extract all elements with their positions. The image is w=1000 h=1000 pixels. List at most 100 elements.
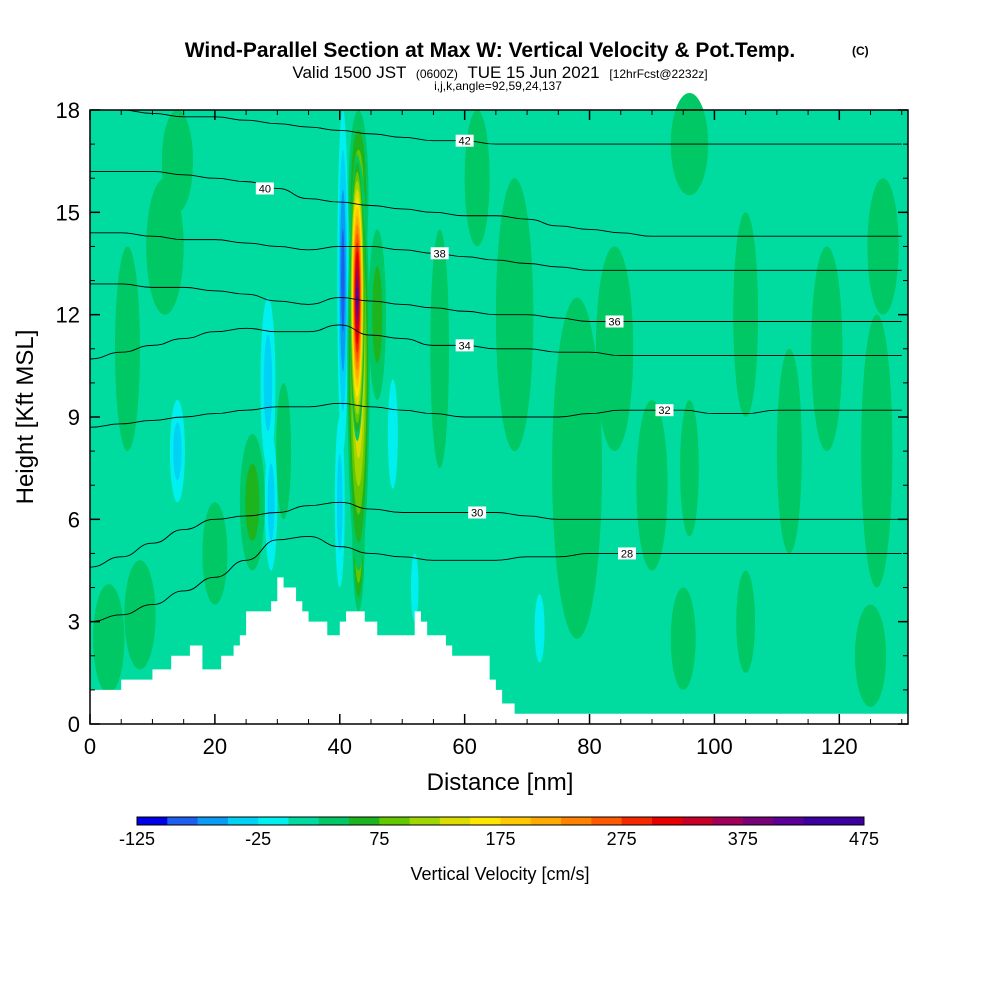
x-tick-label: 40: [328, 734, 352, 759]
isentrope-label-box: [455, 339, 474, 352]
velocity-feature: [595, 246, 634, 452]
velocity-feature: [811, 246, 843, 452]
velocity-contour-fill: [776, 348, 802, 554]
x-tick-label: 20: [203, 734, 227, 759]
velocity-contour-fill: [430, 229, 450, 469]
plot-area: 28 30 32 34 36 38 40 42: [89, 92, 909, 725]
velocity-feature: [552, 297, 603, 639]
colorbar-tick-label: 75: [369, 829, 389, 849]
velocity-feature: [202, 502, 228, 605]
colorbar-swatch: [349, 817, 380, 825]
velocity-feature: [410, 553, 419, 622]
velocity-contour-fill: [173, 422, 182, 481]
velocity-feature: [337, 109, 349, 452]
x-tick: 20: [203, 110, 227, 759]
velocity-feature: [387, 379, 398, 489]
y-tick: 9: [68, 405, 908, 430]
velocity-field: [93, 92, 899, 707]
colorbar-swatch: [318, 817, 350, 825]
isentrope-line: [89, 170, 902, 237]
isentrope-line: [90, 232, 902, 271]
velocity-feature: [430, 229, 450, 469]
isentrope-label-text: 32: [658, 405, 670, 417]
colorbar-swatch: [379, 817, 411, 825]
velocity-feature: [239, 434, 265, 571]
terrain: [90, 577, 908, 724]
y-tick-label: 6: [68, 507, 80, 532]
y-axis-label: Height [Kft MSL]: [12, 330, 39, 505]
y-tick: 15: [56, 200, 908, 225]
isentrope-label-text: 38: [434, 248, 446, 260]
velocity-contour-fill: [161, 110, 194, 213]
isentrope-label: 40: [255, 182, 274, 195]
x-tick: 80: [577, 110, 602, 759]
velocity-feature: [260, 297, 276, 469]
velocity-contour-fill: [355, 286, 359, 310]
valid-date: TUE 15 Jun 2021: [467, 63, 599, 82]
isentrope-label: 30: [468, 506, 487, 520]
colorbar-label: Vertical Velocity [cm/s]: [410, 864, 589, 884]
velocity-feature: [867, 178, 899, 315]
colorbar-swatch: [439, 817, 471, 825]
velocity-feature: [161, 110, 194, 213]
velocity-feature: [776, 348, 802, 554]
velocity-feature: [670, 587, 696, 690]
colorbar-swatch: [227, 817, 259, 825]
isentrope-label-box: [468, 506, 487, 519]
colorbar-swatch: [742, 817, 774, 825]
colorbar: -125 -25 75 175 275 375 475: [119, 816, 879, 849]
colorbar-swatch: [470, 817, 501, 825]
x-tick-label: 60: [452, 734, 476, 759]
y-tick: 0: [68, 712, 908, 737]
velocity-contour-fill: [263, 334, 273, 432]
velocity-contour-fill: [670, 587, 696, 690]
isentrope-label-box: [618, 547, 637, 560]
isentrope-label-text: 28: [621, 548, 633, 560]
velocity-contour-fill: [534, 594, 545, 663]
x-tick: 40: [328, 110, 352, 759]
velocity-feature: [264, 434, 278, 571]
colorbar-frame: [136, 816, 865, 826]
velocity-contour-fill: [733, 212, 759, 417]
colorbar-swatch: [833, 817, 865, 825]
velocity-contour-fill: [595, 246, 634, 452]
forecast-info: [12hrFcst@2232z]: [609, 67, 707, 81]
grid-indices: i,j,k,angle=92,59,24,137: [434, 79, 562, 93]
colorbar-swatch: [561, 817, 592, 825]
y-tick: 6: [68, 507, 908, 532]
colorbar-tick-label: 475: [849, 829, 879, 849]
isentrope-label-box: [655, 404, 674, 417]
colorbar-swatch: [288, 817, 320, 825]
isentrope-label-box: [455, 134, 474, 147]
x-tick-label: 120: [821, 734, 858, 759]
x-tick-label: 100: [696, 734, 733, 759]
colorbar-swatch: [651, 817, 683, 825]
isentrope-label: 36: [605, 315, 624, 328]
velocity-feature: [349, 154, 365, 441]
isentrope-label: 34: [455, 339, 474, 352]
y-tick: 3: [68, 610, 908, 635]
isentrope-line: [89, 324, 902, 360]
velocity-feature: [124, 560, 156, 670]
velocity-feature: [93, 584, 125, 694]
chart-title: Wind-Parallel Section at Max W: Vertical…: [185, 39, 796, 62]
velocity-contour-fill: [372, 266, 383, 363]
copyright-mark: (C): [852, 44, 869, 58]
velocity-feature: [733, 212, 759, 417]
colorbar-swatch: [167, 817, 199, 825]
y-tick: 12: [56, 303, 908, 328]
velocity-feature: [854, 604, 887, 707]
y-tick-label: 0: [68, 712, 80, 737]
x-tick: 0: [84, 110, 96, 759]
colorbar-tick-label: 175: [485, 829, 515, 849]
isentrope-label-text: 40: [259, 183, 271, 195]
isentrope-label-box: [430, 247, 449, 260]
isentrope-label: 32: [655, 404, 674, 417]
isentrope-label-text: 30: [471, 508, 483, 520]
y-tick-label: 15: [56, 200, 80, 225]
velocity-contour-fill: [854, 604, 887, 707]
velocity-contour-fill: [202, 502, 228, 605]
colorbar-swatch: [591, 817, 623, 825]
colorbar-swatch: [712, 817, 744, 825]
